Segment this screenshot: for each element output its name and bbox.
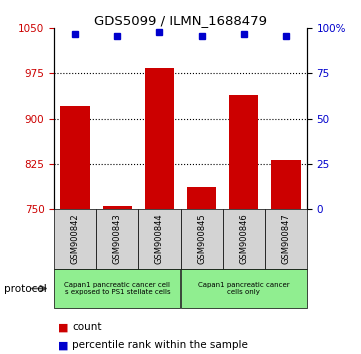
Text: Capan1 pancreatic cancer cell
s exposed to PS1 stellate cells: Capan1 pancreatic cancer cell s exposed … — [64, 282, 170, 295]
Bar — [138, 209, 180, 269]
Bar — [61, 106, 90, 209]
Text: protocol: protocol — [4, 284, 46, 293]
Text: GDS5099 / ILMN_1688479: GDS5099 / ILMN_1688479 — [94, 14, 267, 27]
Text: GSM900842: GSM900842 — [71, 213, 80, 264]
Bar — [96, 209, 138, 269]
Bar — [271, 160, 300, 209]
Text: GSM900844: GSM900844 — [155, 213, 164, 264]
Text: count: count — [72, 322, 102, 332]
Text: ■: ■ — [58, 322, 68, 332]
Text: ■: ■ — [58, 340, 68, 350]
Bar — [103, 206, 132, 209]
Bar — [54, 269, 180, 308]
Text: Capan1 pancreatic cancer
cells only: Capan1 pancreatic cancer cells only — [198, 282, 290, 295]
Bar — [180, 269, 307, 308]
Bar — [223, 209, 265, 269]
Text: percentile rank within the sample: percentile rank within the sample — [72, 340, 248, 350]
Bar — [265, 209, 307, 269]
Bar — [187, 187, 216, 209]
Bar — [145, 68, 174, 209]
Text: GSM900847: GSM900847 — [281, 213, 290, 264]
Text: GSM900845: GSM900845 — [197, 213, 206, 264]
Bar — [54, 209, 96, 269]
Text: GSM900843: GSM900843 — [113, 213, 122, 264]
Bar — [180, 209, 223, 269]
Bar — [229, 95, 258, 209]
Text: GSM900846: GSM900846 — [239, 213, 248, 264]
